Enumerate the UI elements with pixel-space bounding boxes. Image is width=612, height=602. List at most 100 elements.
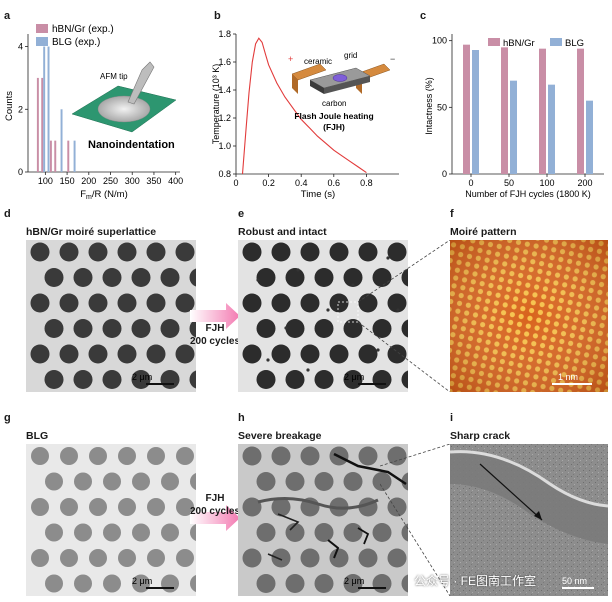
grid-hole — [89, 447, 107, 465]
c-legend-swatch-blg — [550, 38, 562, 46]
grid-hole — [147, 498, 165, 516]
b-xtick-label-0.4: 0.4 — [295, 178, 308, 188]
c-bar-blg-50 — [510, 80, 517, 174]
grid-hole — [190, 524, 196, 541]
speck — [256, 278, 260, 282]
grid-hole — [358, 344, 378, 364]
b-inset-title-1: Flash Joule heating — [294, 111, 373, 121]
grid-hole — [401, 268, 408, 287]
grid-hole — [256, 523, 276, 542]
fjh-label-bottom: FJH 200 cycles — [180, 492, 250, 518]
grid-hole — [401, 472, 408, 491]
grid-hole — [329, 242, 349, 262]
panel-a-label: a — [4, 10, 11, 22]
grid-hole — [329, 344, 349, 364]
grid-hole — [285, 268, 305, 287]
grid-hole — [387, 344, 407, 364]
grid-hole — [160, 268, 180, 287]
fjh-label-bottom-line2: 200 cycles — [189, 506, 241, 517]
grid-hole — [131, 319, 151, 338]
a-xtick-label-350: 350 — [146, 176, 161, 186]
grid-hole — [132, 574, 150, 593]
grid-hole — [59, 242, 79, 262]
grid-hole — [190, 473, 196, 490]
grid-hole — [387, 497, 407, 517]
grid-hole — [271, 446, 291, 466]
grid-hole — [285, 319, 305, 338]
e-zoom-box — [337, 301, 359, 323]
c-ytick-label-0: 0 — [442, 169, 447, 179]
b-ytick-label-1.4: 1.4 — [218, 85, 231, 95]
grid-hole — [131, 370, 151, 389]
h-scalebar-label: 2 μm — [344, 576, 364, 586]
grid-hole — [271, 548, 291, 568]
c-bar-hbn-50 — [501, 47, 508, 174]
grid-hole — [387, 242, 407, 262]
h-cracks — [257, 452, 407, 561]
a-legend-swatch-blg — [36, 37, 48, 46]
grid-hole — [314, 319, 334, 338]
i-scalebar-label: 50 nm — [562, 576, 587, 586]
grid-hole — [118, 498, 136, 516]
c-ytick-label-50: 50 — [437, 102, 447, 112]
a-ytick-label-0: 0 — [18, 167, 23, 177]
a-legend-swatch-hbn — [36, 24, 48, 33]
f-scalebar-label: 1 nm — [558, 372, 578, 382]
grid-hole — [161, 574, 179, 593]
a-xtick-label-100: 100 — [38, 176, 53, 186]
grid-hole — [271, 497, 291, 517]
grid-hole — [271, 344, 291, 364]
grid-hole — [132, 472, 150, 491]
grid-hole — [285, 523, 305, 542]
panel-f-image: 1 nm — [450, 240, 608, 392]
grid-hole — [103, 472, 121, 491]
speck — [306, 368, 310, 372]
grid-hole — [242, 242, 262, 262]
panel-i-image: 50 nm — [450, 444, 608, 596]
b-xtick-label-0.8: 0.8 — [360, 178, 373, 188]
grid-hole — [31, 549, 49, 567]
speck — [326, 308, 330, 312]
grid-hole — [314, 574, 334, 593]
c-ylabel: Intactness (%) — [424, 77, 434, 135]
d-scalebar-label: 2 μm — [132, 372, 152, 382]
a-bar-blg-100 — [47, 46, 50, 172]
pink-arrow-icon — [190, 505, 240, 531]
grid-hole — [74, 574, 92, 593]
panel-d-label: d — [4, 208, 11, 220]
panel-f-title: Moiré pattern — [450, 226, 517, 238]
b-inset-minus: − — [390, 54, 395, 64]
i-crack-edge — [450, 450, 608, 508]
grid-hole — [256, 574, 276, 593]
panel-e-label: e — [238, 208, 245, 220]
a-bar-hbn-110 — [49, 140, 52, 172]
grid-hole — [146, 242, 166, 262]
b-ytick-label-1: 1.0 — [218, 141, 231, 151]
grid-hole — [103, 574, 121, 593]
grid-hole — [358, 548, 378, 568]
grid-hole — [45, 523, 63, 542]
panel-h-label: h — [238, 412, 245, 424]
grid-hole — [175, 344, 195, 364]
panel-a-chart: 100 150 200 250 300 350 400 0 2 4 hBN/Gr (exp.) B… — [4, 24, 183, 201]
a-xlabel-rest: /R (N/m) — [92, 189, 128, 200]
grid-hole — [314, 370, 334, 389]
panel-f-label: f — [450, 208, 454, 220]
grid-hole — [146, 293, 166, 313]
a-xlabel: Fm/R (N/m) — [80, 189, 128, 201]
a-xtick-label-250: 250 — [103, 176, 118, 186]
a-bar-blg-130 — [60, 109, 63, 172]
a-xtick-label-300: 300 — [125, 176, 140, 186]
b-ylabel: Temperature (10³ K) — [211, 64, 221, 145]
speck — [386, 256, 390, 260]
grid-hole — [285, 472, 305, 491]
h-to-i-zoom-lines — [380, 444, 451, 596]
grid-hole — [44, 268, 64, 287]
grid-hole — [73, 370, 93, 389]
a-bar-blg-90 — [43, 46, 46, 172]
grid-hole — [31, 447, 49, 465]
speck — [284, 326, 288, 330]
grid-hole — [161, 472, 179, 491]
grid-hole — [74, 523, 92, 542]
grid-hole — [60, 549, 78, 567]
